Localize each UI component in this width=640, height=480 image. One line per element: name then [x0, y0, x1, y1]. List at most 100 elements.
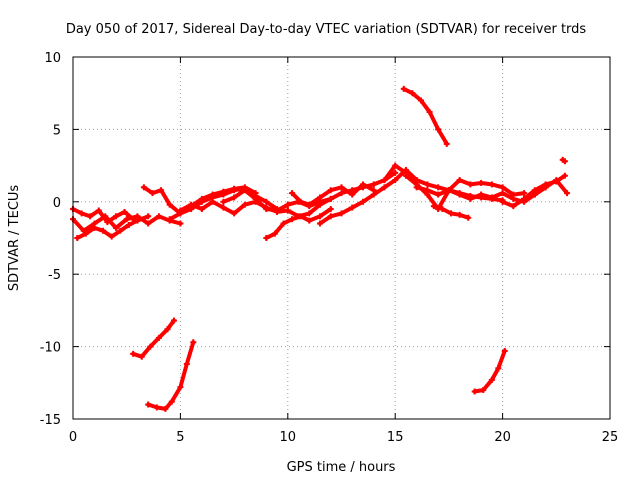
data-point [327, 195, 334, 202]
data-point [439, 206, 446, 213]
data-point [317, 201, 324, 208]
data-point [164, 326, 171, 333]
data-point [317, 220, 324, 227]
data-point [424, 187, 431, 194]
data-point [112, 224, 119, 231]
data-point [306, 210, 313, 217]
y-tick-label: -5 [48, 268, 61, 283]
data-point [177, 384, 184, 391]
data-point [231, 187, 238, 194]
grid-layer [73, 57, 610, 419]
series-arc-19 [131, 318, 176, 359]
tick-layer: 0 5 10 15 20 25 -15 -10 -5 0 5 10 [40, 51, 619, 445]
data-point [317, 194, 324, 201]
data-point [123, 216, 130, 223]
data-point [327, 206, 334, 213]
data-point [521, 190, 528, 197]
data-point [542, 181, 549, 188]
data-point [112, 213, 119, 220]
data-point [91, 224, 98, 231]
data-point [306, 217, 313, 224]
data-point [510, 203, 517, 210]
x-tick-label: 25 [602, 430, 619, 445]
data-point [145, 213, 152, 220]
series-arc-10 [318, 167, 419, 226]
data-point [166, 216, 173, 223]
data-point [564, 190, 571, 197]
data-point [510, 195, 517, 202]
data-point [488, 376, 495, 383]
data-point [467, 181, 474, 188]
data-point [370, 181, 377, 188]
data-point [295, 213, 302, 220]
data-point [561, 172, 568, 179]
data-point [521, 195, 528, 202]
data-point [263, 198, 270, 205]
data-point [100, 227, 107, 234]
data-point [306, 201, 313, 208]
data-point [327, 187, 334, 194]
x-tick-label: 0 [69, 430, 77, 445]
data-point [231, 194, 238, 201]
data-point [263, 206, 270, 213]
data-point [553, 178, 560, 185]
data-point [231, 210, 238, 217]
y-axis-label: SDTVAR / TECUs [7, 185, 22, 292]
data-point [465, 214, 472, 221]
data-point [78, 210, 85, 217]
y-tick-label: 5 [53, 123, 61, 138]
data-point [284, 207, 291, 214]
data-point [188, 201, 195, 208]
data-point [125, 221, 132, 228]
data-point [220, 204, 227, 211]
series-arc-18 [401, 86, 449, 146]
data-point [130, 350, 137, 357]
data-point [289, 216, 296, 223]
x-axis-label: GPS time / hours [287, 460, 396, 475]
data-point [327, 213, 334, 220]
data-point [140, 184, 147, 191]
data-point [183, 360, 190, 367]
data-point [145, 401, 152, 408]
data-point [166, 201, 173, 208]
data-point [147, 343, 154, 350]
data-point [155, 334, 162, 341]
data-point [289, 190, 296, 197]
series-arc-13 [403, 173, 527, 211]
data-point [478, 191, 485, 198]
data-point [499, 184, 506, 191]
data-point [400, 85, 407, 92]
data-point [392, 169, 399, 176]
data-point [82, 230, 89, 237]
data-point [162, 405, 169, 412]
data-point [95, 207, 102, 214]
y-tick-label: -15 [40, 413, 61, 428]
data-point [488, 181, 495, 188]
data-point [241, 201, 248, 208]
data-point [145, 220, 152, 227]
data-point [121, 208, 128, 215]
data-point [417, 97, 424, 104]
data-point [104, 219, 111, 226]
data-point [488, 194, 495, 201]
data-point [158, 187, 165, 194]
data-point [149, 190, 156, 197]
data-point [499, 198, 506, 205]
data-point [467, 195, 474, 202]
data-point [241, 187, 248, 194]
data-point [134, 217, 141, 224]
x-tick-label: 5 [176, 430, 184, 445]
data-point [561, 158, 568, 165]
data-point [499, 190, 506, 197]
data-point [317, 213, 324, 220]
data-point [435, 184, 442, 191]
data-point [443, 140, 450, 147]
data-point [271, 230, 278, 237]
data-point [531, 187, 538, 194]
x-tick-label: 20 [494, 430, 511, 445]
data-point [471, 388, 478, 395]
data-point [87, 213, 94, 220]
data-point [478, 179, 485, 186]
data-point [495, 365, 502, 372]
